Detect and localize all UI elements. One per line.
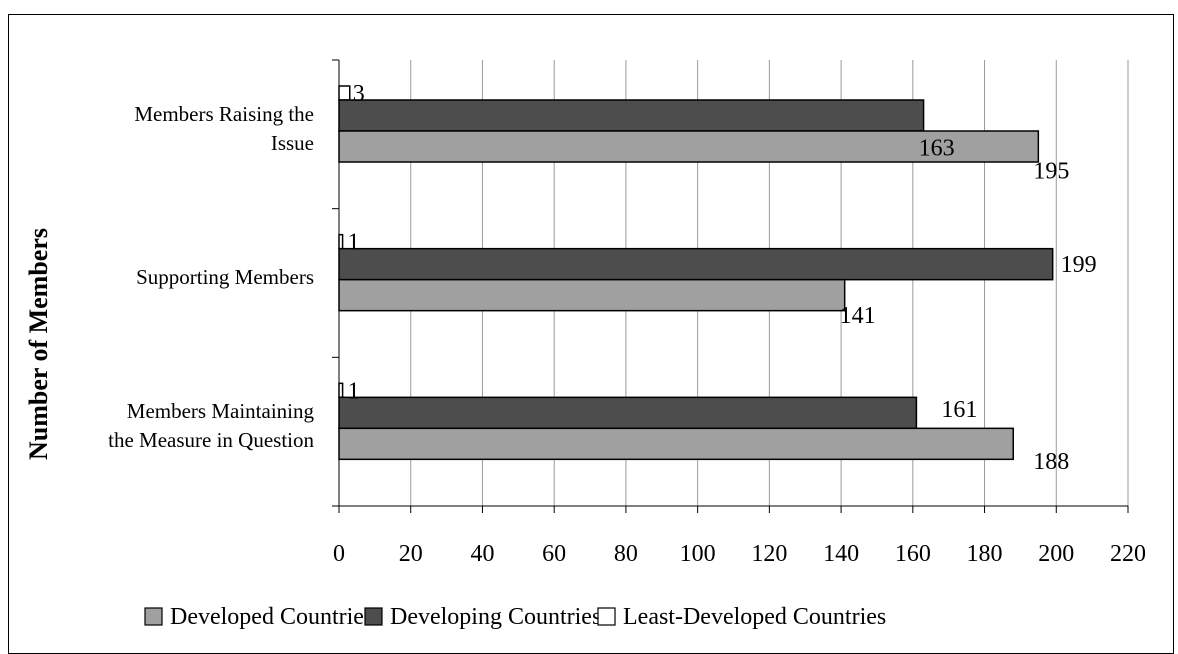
bars [338,85,1054,461]
bar [338,233,344,250]
bar [338,85,351,101]
data-label: 161 [941,397,977,423]
bar [338,278,846,312]
x-tick-label: 180 [967,541,1003,567]
x-tick-label: 200 [1038,541,1074,567]
data-label: 3 [353,81,365,107]
category-labels: Members Raising the Issue Supporting Membe… [108,102,314,452]
legend-label: Developed Countries [170,604,373,630]
x-tick-label: 0 [333,541,345,567]
bar [338,130,1040,163]
category-label: Issue [271,131,314,155]
data-label: 199 [1061,252,1097,278]
category-label: Members Raising the [134,102,314,126]
x-tick-label: 100 [680,541,716,567]
data-label: 195 [1033,159,1069,185]
data-labels: 3 163 195 1 199 141 1 161 188 [348,81,1097,475]
x-tick-label: 40 [470,541,494,567]
legend-label: Least-Developed Countries [623,604,886,630]
x-tick-label: 120 [751,541,787,567]
x-tick-label: 80 [614,541,638,567]
legend-swatch [364,607,383,626]
legend-swatch [144,607,163,626]
legend-label: Developing Countries [390,604,601,630]
bar-chart: 3 163 195 1 199 141 1 161 188 0 20 40 60 80 100 120 140… [24,59,1146,630]
data-label: 163 [919,136,955,162]
category-label: the Measure in Question [108,428,314,452]
bar [338,99,925,132]
data-label: 1 [348,378,360,404]
legend-swatch [597,607,616,626]
category-label: Members Maintaining [127,399,315,423]
bar [338,247,1054,281]
legend: Developed Countries Developing Countries L… [144,604,886,630]
x-tick-label: 60 [542,541,566,567]
bar [338,382,344,399]
category-label: Supporting Members [136,265,314,289]
data-label: 188 [1033,449,1069,475]
data-label: 141 [840,303,876,329]
y-axis-title: Number of Members [24,228,53,460]
x-tick-label: 160 [895,541,931,567]
bar [338,396,918,430]
x-tick-label: 220 [1110,541,1146,567]
x-axis-ticks: 0 20 40 60 80 100 120 140 160 180 200 220 [333,506,1146,567]
x-tick-label: 140 [823,541,859,567]
x-tick-label: 20 [399,541,423,567]
bar [338,427,1014,461]
data-label: 1 [348,230,360,256]
